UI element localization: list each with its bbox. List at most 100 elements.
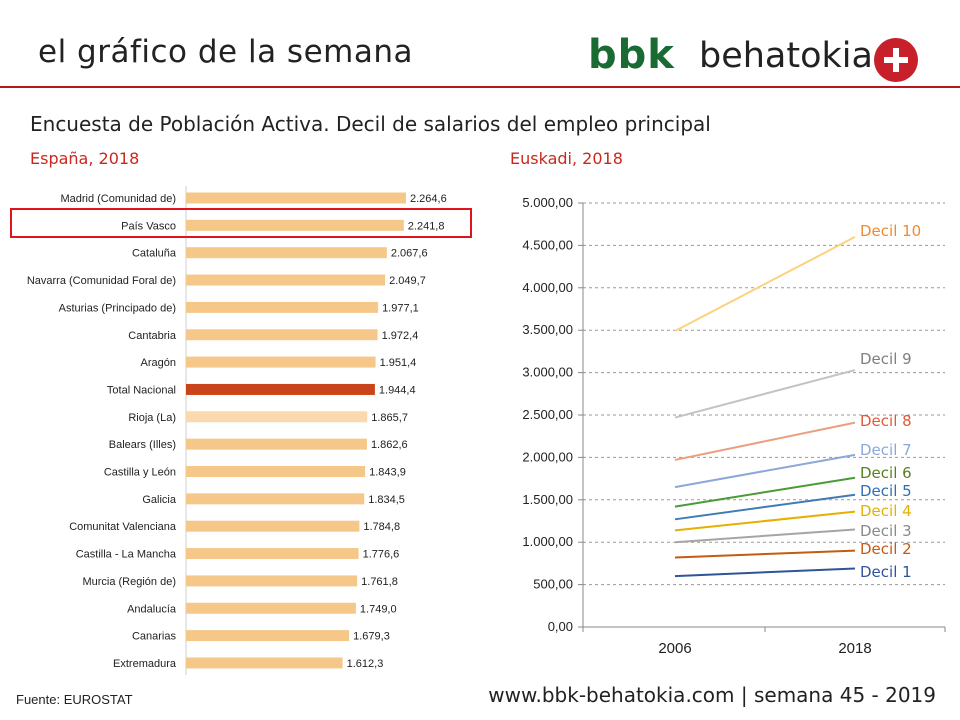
bar-category-label: Galicia xyxy=(142,494,177,506)
page-title: el gráfico de la semana xyxy=(38,34,413,70)
series-label: Decil 3 xyxy=(860,522,912,540)
series-line xyxy=(674,567,856,578)
bar xyxy=(186,466,366,477)
y-tick-label: 500,00 xyxy=(533,577,573,592)
bar xyxy=(186,247,387,259)
bar-value-label: 1.761,8 xyxy=(361,576,398,588)
bar xyxy=(186,356,376,368)
bar-category-label: Cataluña xyxy=(132,248,177,260)
bar-category-label: Comunitat Valenciana xyxy=(69,521,177,533)
y-tick-label: 2.000,00 xyxy=(522,449,573,464)
bar-category-label: Rioja (La) xyxy=(128,412,176,424)
y-tick-label: 4.000,00 xyxy=(522,280,573,295)
bar-category-label: Balears (Illes) xyxy=(109,439,176,451)
bar xyxy=(186,630,350,642)
bar-category-label: Asturias (Principado de) xyxy=(59,302,176,314)
bar-category-label: Navarra (Comunidad Foral de) xyxy=(27,275,176,287)
bar-value-label: 1.612,3 xyxy=(347,658,384,670)
bar-value-label: 2.049,7 xyxy=(389,275,426,287)
bar-value-label: 2.264,6 xyxy=(410,193,447,205)
bar xyxy=(186,274,386,286)
series-label: Decil 9 xyxy=(860,350,912,368)
bar-value-label: 1.944,4 xyxy=(379,384,416,396)
bar-category-label: Canarias xyxy=(132,631,177,643)
bar xyxy=(186,301,379,313)
bar-category-label: Total Nacional xyxy=(107,384,176,396)
plus-icon xyxy=(874,38,918,82)
bar xyxy=(186,602,356,614)
line-chart-title: Euskadi, 2018 xyxy=(510,149,623,168)
bar-category-label: Aragón xyxy=(141,357,176,369)
bar xyxy=(186,520,360,532)
chart-subtitle: Encuesta de Población Activa. Decil de s… xyxy=(30,112,711,136)
line-chart: 0,00 500,00 1.000,00 1.500,00 2.000,00 2.500,… xyxy=(522,195,946,657)
series-line xyxy=(674,510,856,532)
brand-behatokia: behatokia xyxy=(699,36,873,76)
series-line xyxy=(674,369,856,419)
bar xyxy=(186,383,375,395)
bar-category-label: Andalucía xyxy=(127,603,177,615)
bar xyxy=(186,493,365,505)
series-line xyxy=(674,528,856,544)
x-tick-label: 2018 xyxy=(838,640,871,657)
y-tick-label: 0,00 xyxy=(548,619,573,634)
bar xyxy=(186,438,367,450)
series-label: Decil 4 xyxy=(860,502,912,520)
series-line xyxy=(674,493,856,521)
bar-value-label: 1.865,7 xyxy=(371,412,408,424)
series-label: Decil 7 xyxy=(860,441,912,459)
bar-value-label: 2.067,6 xyxy=(391,248,428,260)
bar-value-label: 1.972,4 xyxy=(382,330,419,342)
bar-category-label: Castilla y León xyxy=(104,467,176,479)
bar-category-label: Castilla - La Mancha xyxy=(76,549,177,561)
bar xyxy=(186,192,406,204)
series-label: Decil 2 xyxy=(860,540,912,558)
source-note: Fuente: EUROSTAT xyxy=(16,692,133,707)
y-tick-label: 3.000,00 xyxy=(522,365,573,380)
brand-logo: bbk behatokia xyxy=(588,30,928,82)
bar-category-label: País Vasco xyxy=(121,220,176,232)
bar-value-label: 1.834,5 xyxy=(368,494,405,506)
series-line xyxy=(674,476,856,508)
bar-chart-title: España, 2018 xyxy=(30,149,140,168)
brand-bbk: bbk xyxy=(588,32,675,78)
footer-website: www.bbk-behatokia.com | semana 45 - 2019 xyxy=(488,683,936,707)
bar-value-label: 1.977,1 xyxy=(382,302,419,314)
bar-value-label: 1.679,3 xyxy=(353,631,390,643)
bar xyxy=(186,657,343,669)
bar-value-label: 2.241,8 xyxy=(408,220,445,232)
bar-value-label: 1.784,8 xyxy=(363,521,400,533)
y-tick-label: 3.500,00 xyxy=(522,322,573,337)
series-line xyxy=(674,421,856,461)
bar-category-label: Cantabria xyxy=(128,330,177,342)
series-line xyxy=(674,236,856,332)
bar-value-label: 1.862,6 xyxy=(371,439,408,451)
bar xyxy=(186,575,358,587)
highlight-box xyxy=(10,208,472,238)
y-tick-label: 1.000,00 xyxy=(522,534,573,549)
bar xyxy=(186,329,378,341)
series-label: Decil 10 xyxy=(860,222,921,240)
bar xyxy=(186,219,404,231)
header-rule xyxy=(0,86,960,88)
series-label: Decil 1 xyxy=(860,563,912,581)
bar-category-label: Madrid (Comunidad de) xyxy=(60,193,176,205)
series-label: Decil 5 xyxy=(860,482,912,500)
series-line xyxy=(674,549,856,559)
bar-value-label: 1.951,4 xyxy=(380,357,417,369)
y-tick-label: 2.500,00 xyxy=(522,407,573,422)
bar-value-label: 1.843,9 xyxy=(369,467,406,479)
y-tick-label: 4.500,00 xyxy=(522,237,573,252)
bar-value-label: 1.776,6 xyxy=(363,549,400,561)
bar-category-label: Murcia (Región de) xyxy=(82,576,176,588)
y-tick-label: 1.500,00 xyxy=(522,492,573,507)
bar xyxy=(186,411,368,423)
y-tick-label: 5.000,00 xyxy=(522,195,573,210)
bar-value-label: 1.749,0 xyxy=(360,603,397,615)
series-label: Decil 8 xyxy=(860,412,912,430)
bar-category-label: Extremadura xyxy=(113,658,177,670)
x-tick-label: 2006 xyxy=(658,640,691,657)
series-line xyxy=(674,453,856,489)
bar xyxy=(186,548,359,560)
bar-chart: Madrid (Comunidad de) 2.264,6 País Vasco 2.… xyxy=(27,186,447,675)
